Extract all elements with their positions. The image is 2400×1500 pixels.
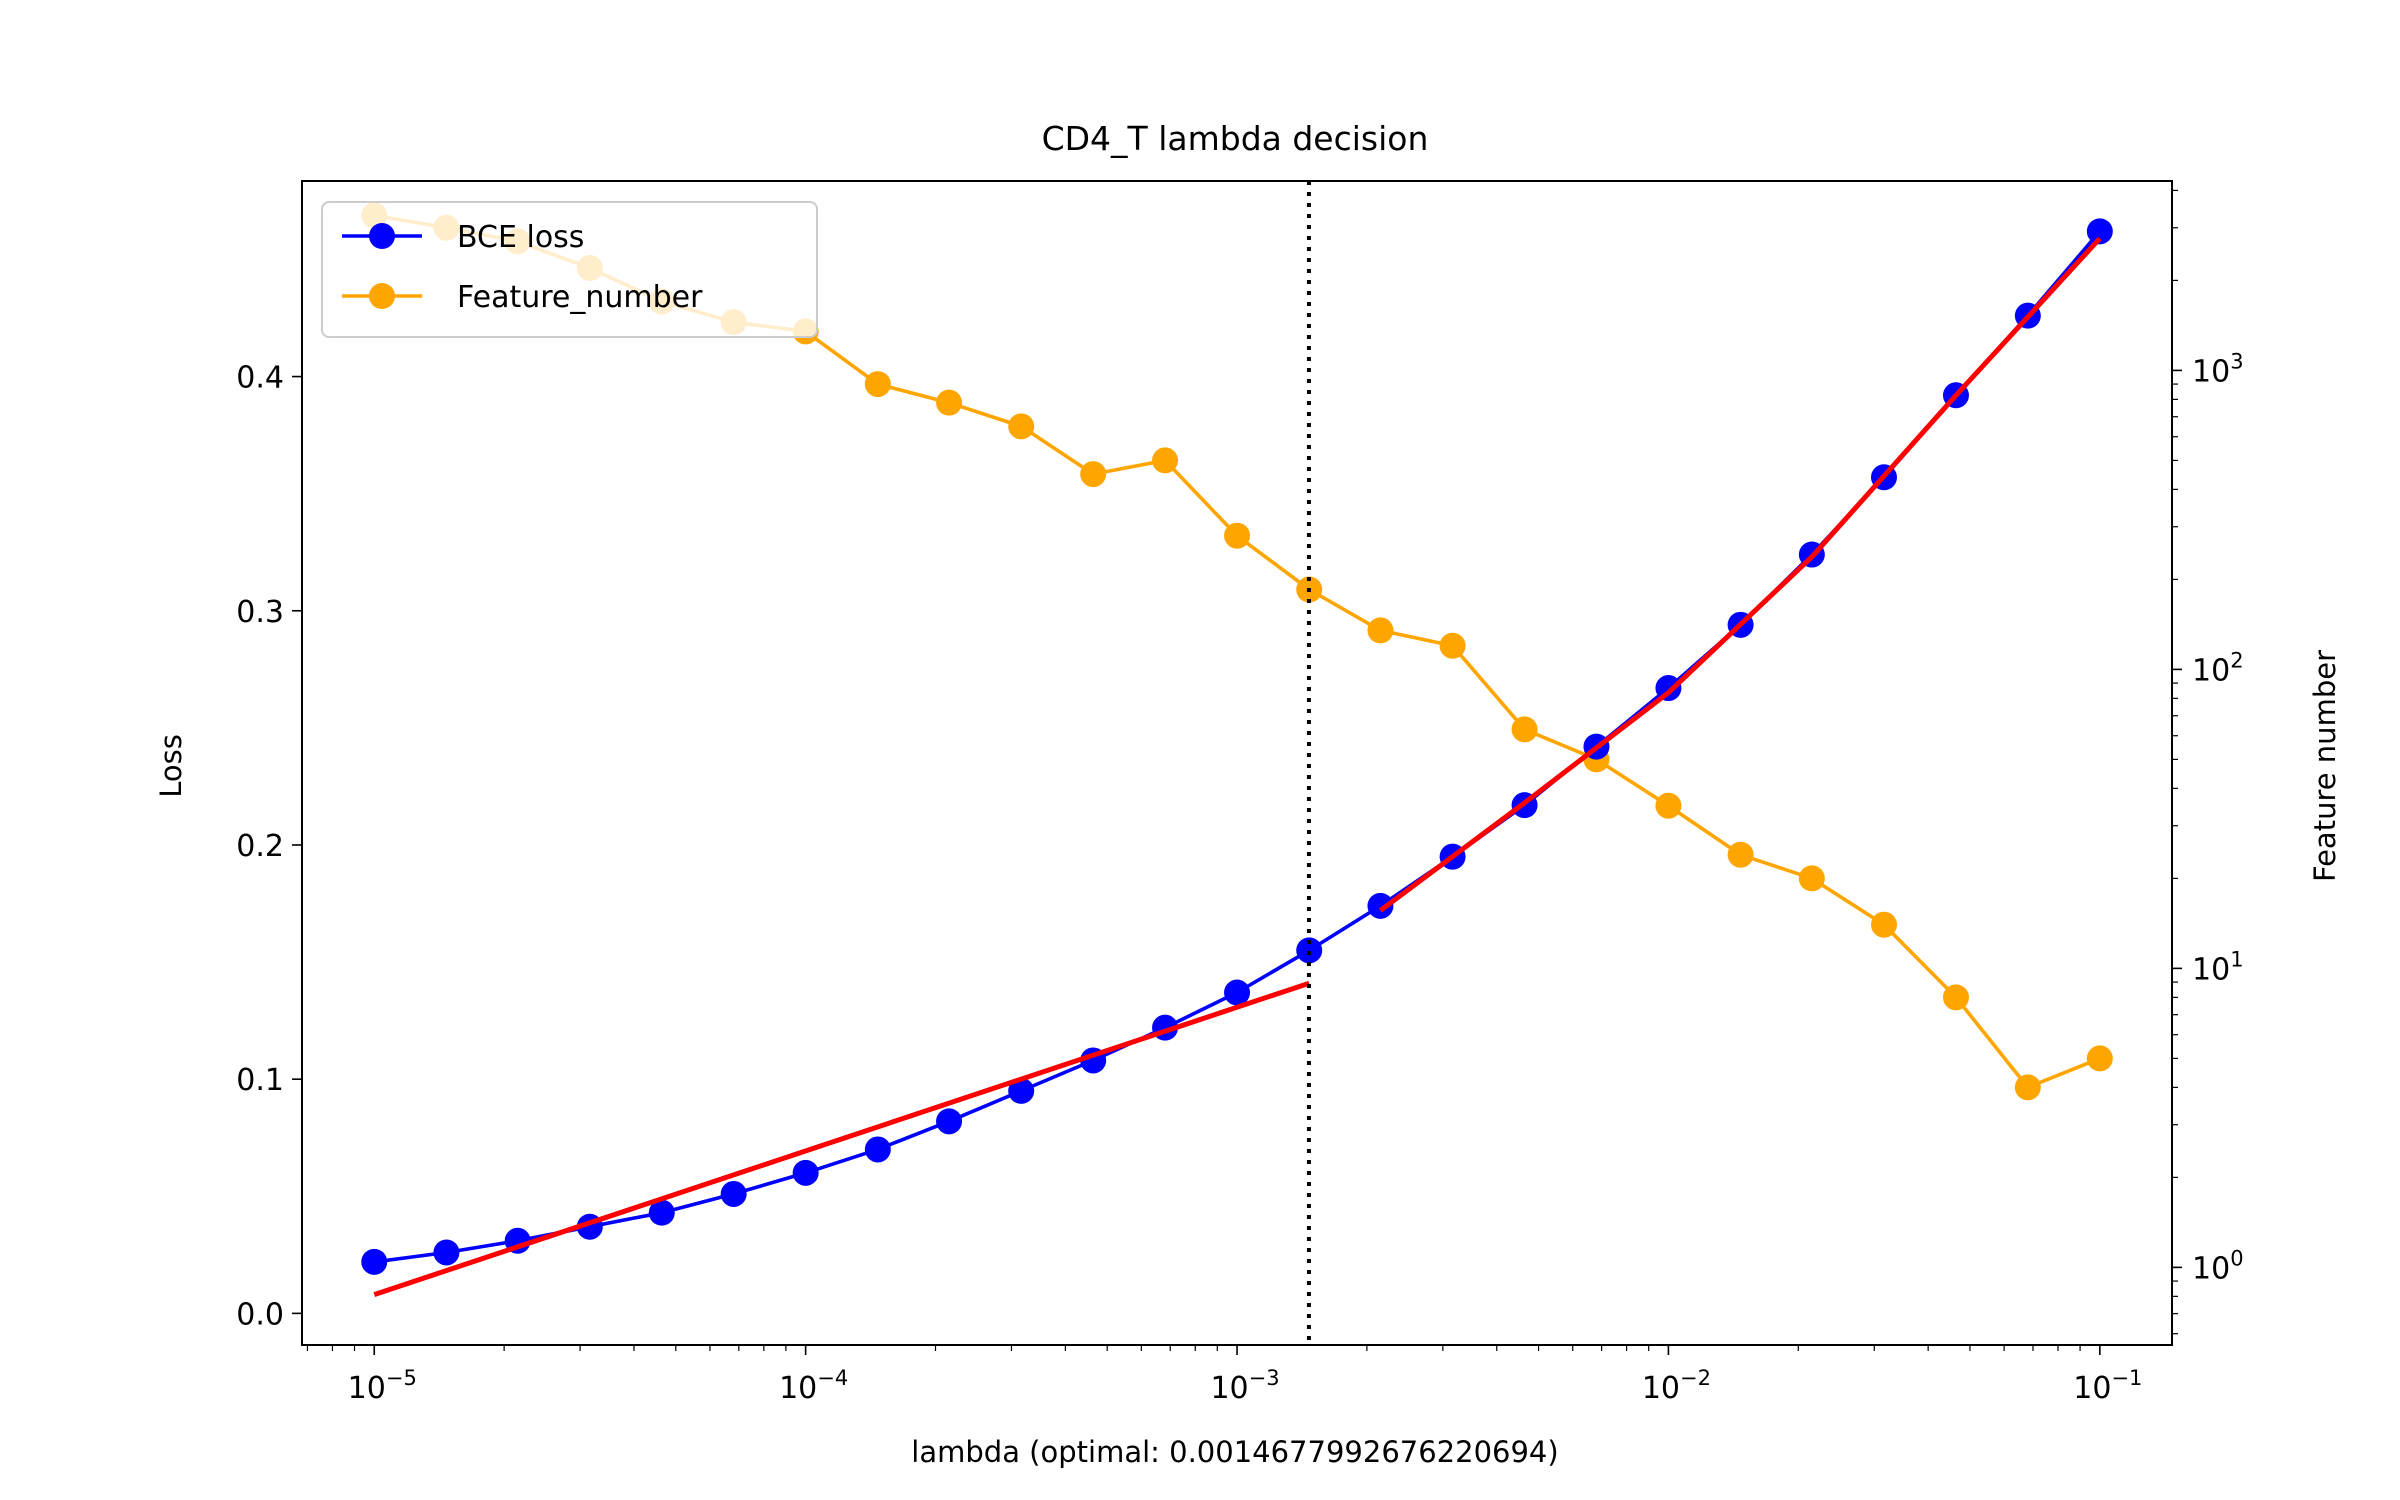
legend: BCE loss Feature_number xyxy=(321,201,818,338)
fit-line-1 xyxy=(373,980,1310,1297)
y2-tick-label: 103 xyxy=(2192,349,2244,389)
legend-label-feature-number: Feature_number xyxy=(457,280,703,315)
point-feature-number xyxy=(1511,716,1538,743)
point-feature-number xyxy=(1439,632,1466,659)
chart-title: CD4_T lambda decision xyxy=(1042,119,1429,158)
x-tick-label: 10−5 xyxy=(348,1366,417,1406)
x-tick-label: 10−3 xyxy=(1210,1366,1279,1406)
y-tick-label: 0.1 xyxy=(236,1063,284,1098)
point-feature-number xyxy=(1224,522,1251,549)
point-bce-loss xyxy=(864,1136,891,1163)
legend-frame xyxy=(321,201,818,338)
point-bce-loss xyxy=(792,1159,819,1186)
point-bce-loss xyxy=(1296,937,1323,964)
point-bce-loss xyxy=(2086,218,2113,245)
point-feature-number xyxy=(1080,461,1107,488)
x-tick-label: 10−2 xyxy=(1642,1366,1711,1406)
point-feature-number xyxy=(1870,911,1897,938)
point-feature-number xyxy=(1727,841,1754,868)
point-feature-number xyxy=(864,371,891,398)
point-bce-loss xyxy=(936,1108,963,1135)
point-feature-number xyxy=(1152,447,1179,474)
y-tick-label: 0.2 xyxy=(236,829,284,864)
point-bce-loss xyxy=(1008,1077,1035,1104)
point-bce-loss xyxy=(1367,892,1394,919)
point-feature-number xyxy=(2014,1074,2041,1101)
point-bce-loss xyxy=(720,1180,747,1207)
plot-area: 10−5 10−4 10−3 10−2 10−1 0.0 0.1 0.2 0.3 0.4 100 10… xyxy=(236,180,2244,1406)
point-feature-number xyxy=(1655,792,1682,819)
fit-line-2 xyxy=(1378,236,2102,913)
plot-frame xyxy=(301,180,2173,1346)
legend-swatch-marker-feature-number xyxy=(369,283,395,309)
point-feature-number xyxy=(2086,1045,2113,1072)
y-tick-label: 0.0 xyxy=(236,1297,284,1332)
point-bce-loss xyxy=(1224,979,1251,1006)
point-feature-number xyxy=(1798,865,1825,892)
y-axis-label: Loss xyxy=(154,734,188,798)
y2-axis-label: Feature number xyxy=(2308,650,2342,882)
point-feature-number xyxy=(1008,413,1035,440)
y2-tick-label: 100 xyxy=(2192,1246,2244,1286)
y2-tick-label: 101 xyxy=(2192,947,2244,987)
x-axis-label: lambda (optimal: 0.0014677992676220694) xyxy=(911,1435,1558,1469)
point-bce-loss xyxy=(433,1239,460,1266)
point-feature-number xyxy=(1942,984,1969,1011)
point-feature-number xyxy=(1367,617,1394,644)
x-tick-label: 10−4 xyxy=(779,1366,848,1406)
point-bce-loss xyxy=(648,1199,675,1226)
legend-swatch-marker-bce-loss xyxy=(369,223,395,249)
x-tick-label: 10−1 xyxy=(2073,1366,2142,1406)
y2-tick-label: 102 xyxy=(2192,648,2244,688)
point-bce-loss xyxy=(361,1248,388,1275)
legend-label-bce-loss: BCE loss xyxy=(457,220,584,255)
point-feature-number xyxy=(936,389,963,416)
y-tick-label: 0.4 xyxy=(236,361,284,396)
y-tick-label: 0.3 xyxy=(236,595,284,630)
